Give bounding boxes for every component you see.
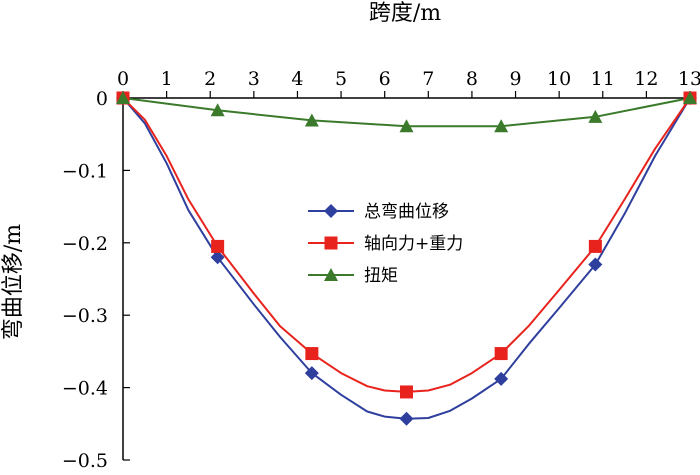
data-point-diamond: [304, 366, 319, 381]
x-tick-label: 5: [335, 68, 347, 90]
data-point-diamond: [588, 257, 603, 272]
data-point-triangle: [588, 109, 603, 123]
y-tick-label: −0.1: [62, 160, 108, 182]
y-tick-label: 0: [96, 88, 108, 110]
data-point-triangle: [116, 91, 130, 104]
y-axis-title: 弯曲位移/m: [1, 224, 26, 340]
y-tick-label: −0.3: [62, 305, 108, 327]
data-point-square: [400, 385, 413, 399]
data-point-triangle: [210, 103, 225, 117]
x-tick-label: 8: [466, 68, 478, 90]
x-tick-label: 6: [379, 68, 391, 90]
data-point-square: [588, 239, 602, 253]
x-tick-label: 10: [547, 68, 571, 90]
x-tick-label: 0: [117, 68, 129, 90]
data-point-diamond: [494, 371, 509, 386]
data-point-triangle: [494, 119, 509, 133]
x-tick-label: 1: [161, 68, 173, 90]
x-tick-label: 12: [634, 68, 658, 90]
data-point-triangle: [304, 113, 319, 127]
legend-marker-triangle: [324, 268, 338, 281]
x-tick-label: 4: [291, 68, 303, 90]
x-axis-title: 跨度/m: [369, 1, 441, 26]
x-tick-label: 11: [591, 68, 615, 90]
legend-label: 轴向力+重力: [364, 234, 463, 254]
data-point-diamond: [210, 250, 225, 265]
y-tick-label: −0.4: [62, 378, 108, 400]
series-line-1: [122, 97, 691, 393]
legend-marker-square: [324, 236, 338, 250]
series-markers: [116, 91, 697, 426]
x-tick-label: 13: [678, 68, 700, 90]
data-point-triangle: [683, 91, 697, 104]
x-tick-label: 7: [422, 68, 434, 90]
legend-marker-diamond: [324, 204, 338, 218]
data-point-diamond: [399, 411, 414, 426]
y-tick-label: −0.5: [62, 450, 108, 470]
axes: 0 1 2 3 4 5 6 7 8 9 10 11 12 130−0.1−0.2−0.3−0.4−0.5: [62, 68, 700, 472]
x-tick-label: 2: [204, 68, 216, 90]
legend-label: 总弯曲位移: [364, 202, 449, 222]
data-point-triangle: [399, 119, 414, 133]
series-lines: [122, 97, 691, 420]
x-tick-label: 9: [509, 68, 521, 90]
legend-label: 扭矩: [364, 266, 398, 286]
data-point-square: [211, 239, 225, 253]
data-point-square: [494, 347, 508, 361]
x-tick-label: 3: [248, 68, 260, 90]
series-line-0: [122, 97, 691, 420]
y-tick-label: −0.2: [62, 233, 108, 255]
data-point-square: [305, 347, 319, 361]
